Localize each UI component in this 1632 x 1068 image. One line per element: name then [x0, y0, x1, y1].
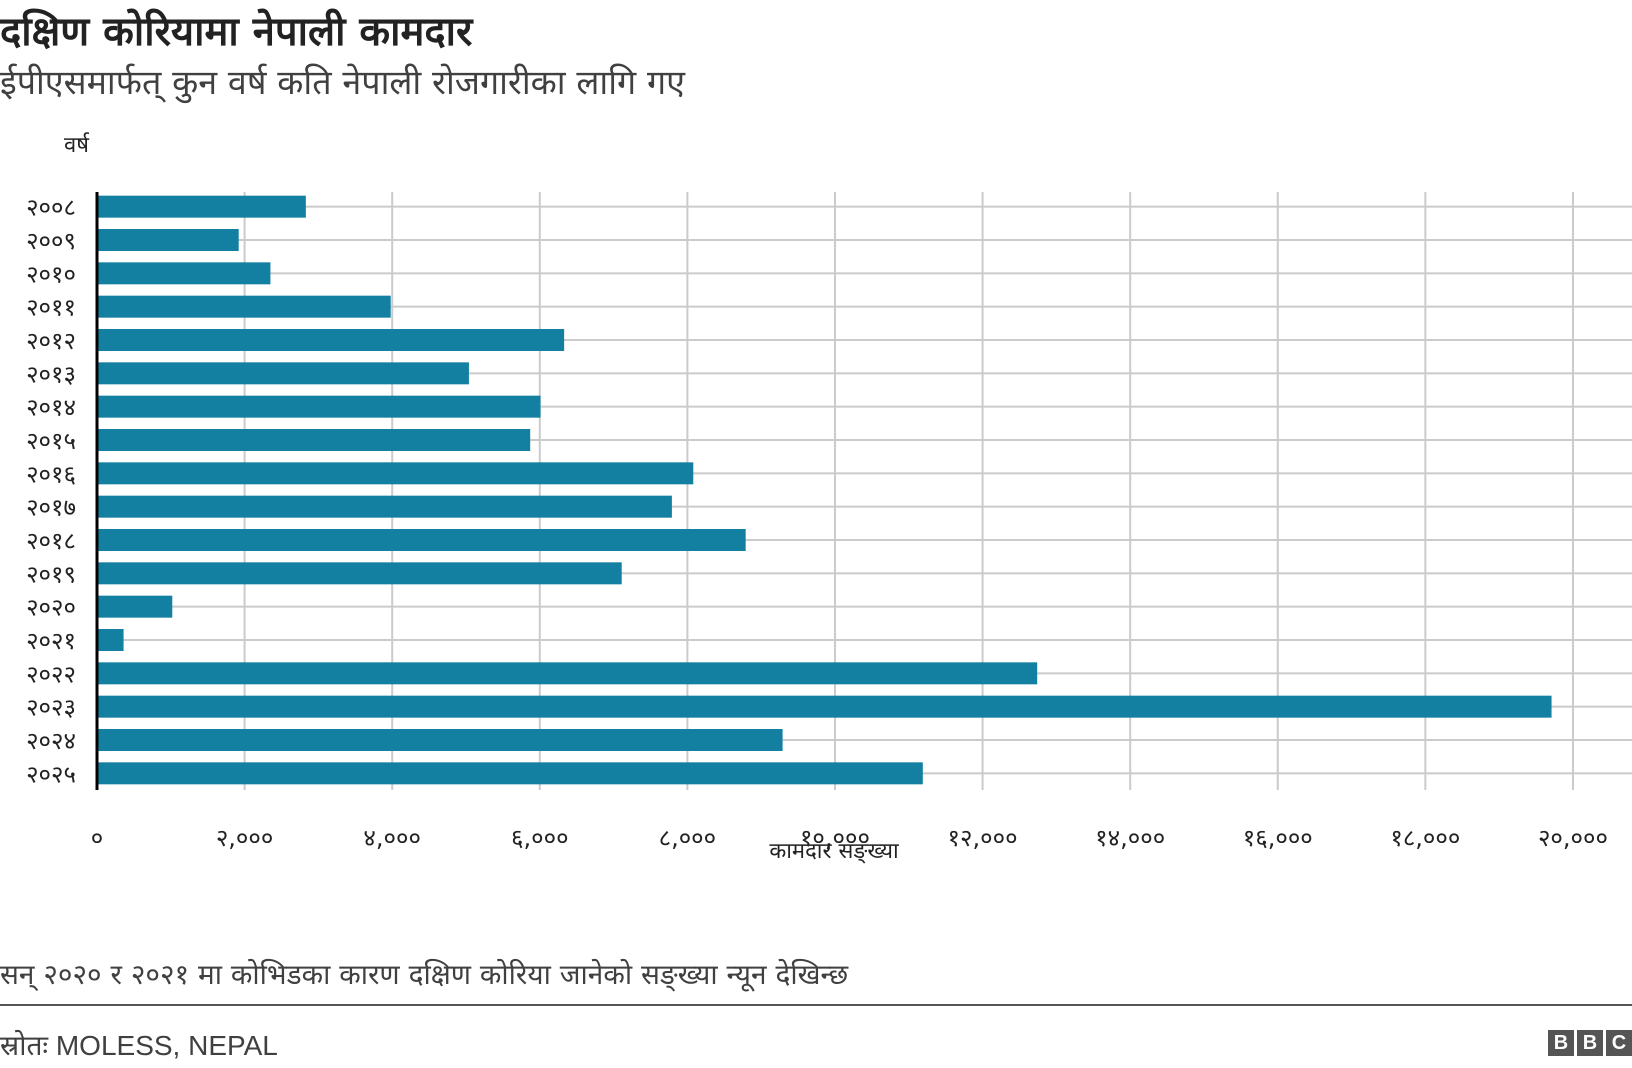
x-tick-label: ८,००० — [659, 824, 717, 852]
bar — [97, 329, 565, 351]
x-tick-label: १०,००० — [800, 824, 870, 852]
bbc-logo-letter: B — [1548, 1030, 1574, 1056]
y-tick-label: २०१८ — [26, 527, 76, 555]
y-tick-label: २०१२ — [26, 327, 76, 355]
y-tick-label: २०२० — [26, 594, 76, 622]
bar — [97, 762, 923, 785]
y-tick-label: २०१५ — [26, 427, 76, 455]
bar — [97, 562, 622, 585]
x-tick-label: १२,००० — [948, 824, 1018, 852]
bar — [97, 729, 783, 751]
chart-subtitle: ईपीएसमार्फत् कुन वर्ष कति नेपाली रोजगारी… — [0, 63, 685, 103]
footer-divider — [0, 1004, 1632, 1006]
bar — [97, 662, 1038, 685]
bar — [97, 195, 306, 218]
x-tick-label: १६,००० — [1243, 824, 1313, 852]
bar — [97, 462, 694, 485]
bar — [97, 495, 672, 518]
x-tick-labels: ० २,००० ४,००० ६,००० ८,००० १०,००० १२,००० १४,००० १… — [91, 824, 1608, 852]
chart-title: दक्षिण कोरियामा नेपाली कामदार — [0, 9, 473, 55]
y-tick-label: २००८ — [26, 194, 76, 222]
bar — [97, 629, 124, 651]
bar-chart: वर्ष २००८ २००९ २०१० २०११ २०१२ २०१३ २०१४ २०१५ २०१… — [26, 132, 1632, 864]
x-tick-label: ० — [91, 824, 103, 852]
y-tick-label: २०२३ — [26, 694, 76, 722]
y-tick-label: २०१४ — [26, 394, 76, 422]
x-tick-label: ४,००० — [363, 824, 421, 852]
x-tick-label: २,००० — [216, 824, 274, 852]
y-tick-label: २०२५ — [26, 760, 76, 788]
bbc-logo-letter: B — [1577, 1030, 1603, 1056]
y-tick-label: २०१० — [26, 260, 76, 288]
bar — [97, 695, 1552, 718]
bar — [97, 429, 531, 451]
bar — [97, 262, 271, 285]
bar — [97, 295, 391, 318]
y-tick-labels: २००८ २००९ २०१० २०११ २०१२ २०१३ २०१४ २०१५ २०१६ २०१७… — [26, 194, 76, 789]
chart-note: सन् २०२० र २०२१ मा कोभिडका कारण दक्षिण क… — [0, 958, 849, 991]
bar — [97, 595, 173, 618]
y-axis-title: वर्ष — [64, 132, 90, 158]
y-tick-label: २०२२ — [26, 660, 76, 688]
bbc-logo-letter: C — [1606, 1030, 1632, 1056]
source-text: स्रोतः MOLESS, NEPAL — [0, 1030, 278, 1061]
x-tick-label: ६,००० — [511, 824, 569, 852]
y-tick-label: २०११ — [26, 294, 76, 322]
x-tick-label: १४,००० — [1095, 824, 1165, 852]
y-tick-label: २०२४ — [26, 727, 76, 755]
y-tick-label: २०१३ — [26, 360, 76, 388]
bar — [97, 529, 746, 551]
bar — [97, 395, 541, 418]
x-tick-label: १८,००० — [1390, 824, 1460, 852]
y-tick-label: २००९ — [26, 227, 76, 255]
y-tick-label: २०२१ — [26, 627, 76, 655]
bbc-logo: B B C — [1548, 1030, 1632, 1056]
bars — [97, 195, 1552, 785]
bar — [97, 229, 239, 251]
y-tick-label: २०१७ — [26, 494, 76, 522]
bar — [97, 362, 469, 385]
y-tick-label: २०१६ — [26, 460, 76, 488]
x-axis-title: कामदार सङ्ख्या — [769, 839, 899, 864]
x-tick-label: २०,००० — [1538, 824, 1608, 852]
y-tick-label: २०१९ — [26, 560, 76, 588]
